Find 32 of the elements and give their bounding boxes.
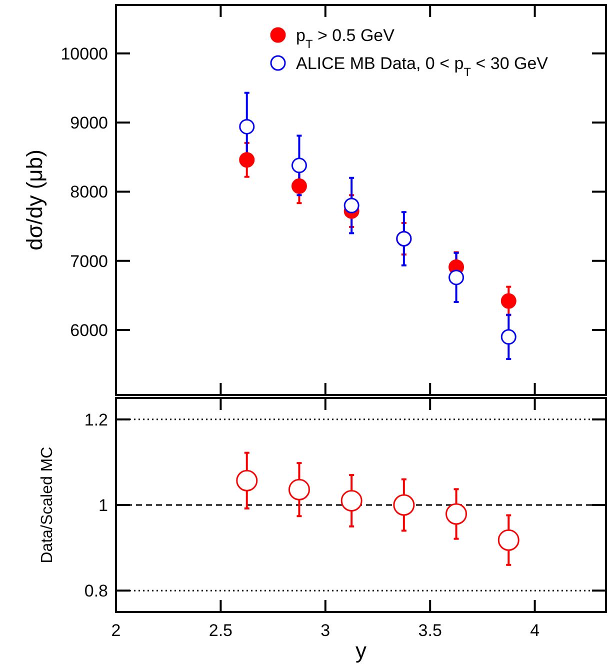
point (446, 503, 468, 525)
point (239, 118, 255, 134)
point (498, 529, 520, 551)
x-tick-label: 3 (320, 621, 330, 640)
y-tick-label: 8000 (70, 182, 108, 202)
point (288, 478, 310, 500)
x-tick-label: 4 (530, 621, 540, 640)
x-tick-label: 2 (111, 621, 121, 640)
y-axis-title: dσ/dy (μb) (22, 150, 47, 250)
legend-label: ALICE MB Data, 0 < p$_{T}$ < 30 GeV (296, 54, 549, 79)
point (344, 198, 360, 214)
point (500, 329, 516, 345)
y-axis-title: Data/Scaled MC (39, 446, 56, 564)
x-tick-label: 3.5 (418, 621, 442, 640)
y-tick-label: 1.2 (84, 410, 108, 430)
point (500, 293, 516, 309)
point (239, 152, 255, 168)
y-tick-label: 10000 (60, 44, 108, 64)
y-tick-label: 0.8 (84, 582, 108, 601)
point (291, 178, 307, 194)
point (236, 470, 258, 492)
legend-label: p$_{T}$ > 0.5 GeV (296, 26, 396, 51)
point (340, 490, 362, 512)
point (291, 158, 307, 174)
y-tick-label: 9000 (70, 114, 108, 133)
point (448, 270, 464, 286)
y-tick-label: 7000 (70, 252, 108, 271)
y-tick-label: 6000 (70, 321, 108, 340)
y-tick-label: 1 (98, 496, 108, 515)
x-tick-label: 2.5 (208, 621, 233, 640)
point (393, 494, 415, 516)
x-axis-title: y (356, 638, 366, 663)
